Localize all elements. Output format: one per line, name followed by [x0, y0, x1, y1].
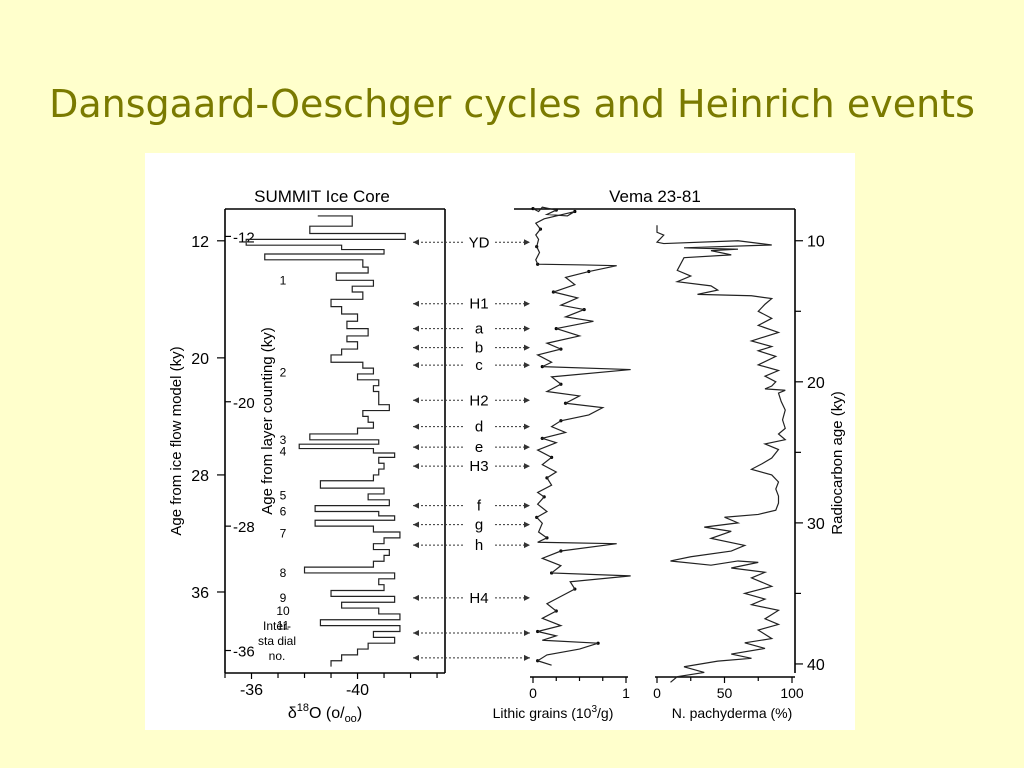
summit-outer-tick-label: 28	[191, 468, 209, 485]
event-arrowhead-right	[524, 654, 530, 661]
pachyderma-xlabel: N. pachyderma (%)	[672, 705, 793, 721]
lithic-xlabel: Lithic grains (103/g)	[493, 704, 614, 721]
interstadial-note-line: sta dial	[258, 634, 296, 648]
figure-panel: SUMMIT Ice Core Vema 23-81 Age from ice …	[145, 153, 855, 730]
interstadial-number: 7	[280, 526, 287, 540]
interstadial-number: 8	[280, 566, 287, 580]
lithic-x-tick-label: 0	[529, 685, 537, 701]
event-arrowhead-right	[524, 463, 530, 470]
interstadial-note-line: no.	[269, 649, 286, 663]
interstadial-number: 3	[280, 433, 287, 447]
event-arrowhead-left	[413, 325, 419, 332]
summit-inner-tick-label: -28	[233, 519, 255, 536]
pachyderma-x-tick-label: 0	[653, 685, 661, 701]
interstadial-number: 1	[280, 273, 287, 287]
interstadial-number: 4	[280, 445, 287, 459]
event-label: h	[475, 537, 483, 554]
event-arrowhead-left	[413, 300, 419, 307]
interstadial-note-line: Inter-	[263, 619, 291, 633]
interstadial-number: 6	[280, 505, 287, 519]
summit-x-tick-label: -36	[240, 682, 263, 699]
vema-title: Vema 23-81	[609, 187, 701, 206]
event-group: YD H1 abc H2 de H3 fgh H4	[413, 234, 530, 661]
summit-inner-tick-label: -36	[233, 644, 255, 661]
interstadial-number: 11	[277, 619, 290, 633]
event-arrowhead-right	[524, 521, 530, 528]
interstadial-number: 2	[280, 365, 287, 379]
event-arrowhead-left	[413, 594, 419, 601]
event-arrowhead-right	[524, 423, 530, 430]
event-arrowhead-left	[413, 444, 419, 451]
event-label: e	[475, 439, 483, 456]
vema-y-tick-label: 40	[807, 657, 825, 674]
summit-outer-tick-label: 36	[191, 585, 209, 602]
event-arrowhead-right	[524, 362, 530, 369]
event-label: g	[475, 517, 483, 534]
event-arrowhead-left	[413, 362, 419, 369]
event-label: YD	[469, 234, 490, 251]
pachyderma-x-tick-label: 50	[717, 685, 733, 701]
event-arrowhead-left	[413, 521, 419, 528]
vema-y-tick-label: 20	[807, 375, 825, 392]
event-arrowhead-right	[524, 325, 530, 332]
interstadial-number: 10	[276, 604, 290, 618]
summit-outer-tick-label: 20	[191, 351, 209, 368]
summit-title: SUMMIT Ice Core	[254, 187, 390, 206]
lithic-line	[532, 206, 631, 666]
summit-inner-tick-label: -12	[233, 229, 255, 246]
event-arrowhead-left	[413, 397, 419, 404]
event-label: b	[475, 340, 483, 357]
event-arrowhead-left	[413, 463, 419, 470]
summit-inner-tick-label: -20	[233, 395, 255, 412]
event-arrowhead-left	[413, 542, 419, 549]
event-arrowhead-left	[413, 654, 419, 661]
pachyderma-x-tick-label: 100	[780, 685, 804, 701]
event-label: c	[475, 357, 483, 374]
event-arrowhead-right	[524, 300, 530, 307]
event-label: H4	[469, 590, 488, 607]
interstadial-number: 5	[280, 488, 287, 502]
event-arrowhead-right	[524, 239, 530, 246]
summit-xlabel: δ18O (o/oo)	[288, 702, 362, 725]
event-label: H3	[469, 458, 488, 475]
event-arrowhead-left	[413, 239, 419, 246]
summit-x-tick-label: -40	[346, 682, 369, 699]
interstadial-number: 9	[280, 591, 287, 605]
event-arrowhead-right	[524, 344, 530, 351]
event-arrowhead-left	[413, 344, 419, 351]
event-arrowhead-right	[524, 594, 530, 601]
event-label: a	[475, 321, 484, 338]
pachyderma-line	[655, 225, 787, 683]
event-arrowhead-right	[524, 542, 530, 549]
event-label: H1	[469, 296, 488, 313]
event-label: f	[477, 498, 482, 515]
summit-outer-ylabel: Age from ice flow model (ky)	[168, 346, 185, 535]
event-arrowhead-right	[524, 629, 530, 636]
event-arrowhead-left	[413, 629, 419, 636]
event-label: d	[475, 419, 483, 436]
chart-svg: SUMMIT Ice Core Vema 23-81 Age from ice …	[168, 187, 846, 725]
event-label: H2	[469, 392, 488, 409]
summit-outer-tick-label: 12	[191, 234, 209, 251]
summit-d18o-line	[245, 215, 406, 667]
event-arrowhead-right	[524, 502, 530, 509]
event-arrowhead-right	[524, 444, 530, 451]
data-group	[245, 206, 787, 683]
summit-inner-ylabel: Age from layer counting (ky)	[259, 327, 276, 515]
slide-title: Dansgaard-Oeschger cycles and Heinrich e…	[49, 82, 975, 126]
vema-y-tick-label: 30	[807, 516, 825, 533]
event-arrowhead-left	[413, 423, 419, 430]
vema-y-tick-label: 10	[807, 234, 825, 251]
lithic-x-tick-label: 1	[622, 685, 630, 701]
vema-ylabel: Radiocarbon age (ky)	[829, 391, 846, 534]
event-arrowhead-left	[413, 502, 419, 509]
event-arrowhead-right	[524, 397, 530, 404]
